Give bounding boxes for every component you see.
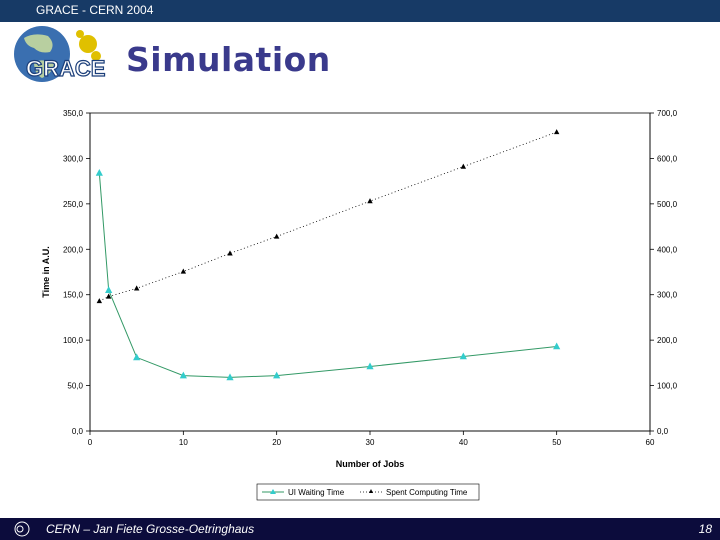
x-tick-label: 60: [646, 438, 655, 447]
y-left-tick-label: 50,0: [67, 382, 83, 391]
x-tick-label: 30: [366, 438, 375, 447]
spent-computing-point: [180, 268, 187, 274]
y-right-tick-label: 700,0: [657, 109, 678, 118]
y-left-tick-label: 300,0: [63, 154, 84, 163]
y-right-tick-label: 100,0: [657, 382, 678, 391]
y-left-tick-label: 350,0: [63, 109, 84, 118]
x-tick-label: 10: [179, 438, 188, 447]
ui-waiting-point: [133, 353, 141, 361]
x-axis-title: Number of Jobs: [336, 459, 405, 469]
y-right-tick-label: 600,0: [657, 154, 678, 163]
legend-marker-spent-computing: [369, 489, 373, 493]
y-right-tick-label: 400,0: [657, 245, 678, 254]
y-left-tick-label: 200,0: [63, 245, 84, 254]
ui-waiting-point: [553, 342, 561, 350]
legend-label-ui-waiting: UI Waiting Time: [288, 488, 345, 497]
ui-waiting-point: [179, 371, 187, 379]
page-number: 18: [698, 522, 712, 536]
chart: 0,0 50,0 100,0 150,0 200,0 250,0 300,0 350,0 0,0…: [41, 109, 678, 501]
legend-box: [256, 483, 480, 501]
legend: UI Waiting Time Spent Computing Time: [256, 483, 480, 501]
header-bar: GRACE - CERN 2004: [0, 0, 720, 22]
ui-waiting-point: [226, 373, 234, 381]
spent-computing-point: [553, 129, 560, 135]
spent-computing-point: [133, 285, 140, 291]
legend-label-spent-computing: Spent Computing Time: [386, 488, 468, 497]
y-left-tick-label: 100,0: [63, 336, 84, 345]
x-tick-label: 40: [459, 438, 468, 447]
x-tick-label: 0: [88, 438, 93, 447]
spent-computing-point: [460, 163, 467, 169]
y-left-tick-label: 0,0: [72, 427, 84, 436]
ui-waiting-point: [366, 362, 374, 370]
footer-author: CERN – Jan Fiete Grosse-Oetringhaus: [46, 522, 255, 536]
spent-computing-point: [227, 250, 233, 256]
spent-computing-point: [96, 298, 103, 304]
y-right-tick-label: 500,0: [657, 200, 678, 209]
cern-logo-icon: [14, 521, 30, 537]
grace-logo: GRACE: [14, 26, 106, 82]
y-right-tick-label: 300,0: [657, 291, 678, 300]
ticks-layer: 0,0 50,0 100,0 150,0 200,0 250,0 300,0 350,0 0,0…: [63, 109, 678, 447]
logo-text: GRACE: [26, 56, 105, 81]
slide-title: Simulation: [126, 40, 331, 79]
spent-computing-point: [367, 198, 373, 204]
y-axis-title: Time in A.U.: [41, 246, 51, 298]
ui-waiting-point: [273, 371, 281, 379]
ui-waiting-point: [105, 286, 113, 293]
ui-waiting-point: [95, 168, 103, 176]
y-left-tick-label: 250,0: [63, 200, 84, 209]
spent-computing-point: [105, 293, 112, 299]
y-right-tick-label: 200,0: [657, 336, 678, 345]
header-title: GRACE - CERN 2004: [36, 3, 154, 17]
y-right-tick-label: 0,0: [657, 427, 669, 436]
legend-marker-ui-waiting: [270, 489, 276, 494]
series-layer: [95, 129, 561, 381]
x-tick-label: 50: [552, 438, 561, 447]
ui-waiting-point: [459, 352, 467, 360]
y-left-tick-label: 150,0: [63, 291, 84, 300]
spent-computing-point: [273, 233, 280, 239]
x-tick-label: 20: [272, 438, 281, 447]
plot-area: [89, 112, 651, 432]
footer-bar: CERN – Jan Fiete Grosse-Oetringhaus 18: [0, 518, 720, 540]
